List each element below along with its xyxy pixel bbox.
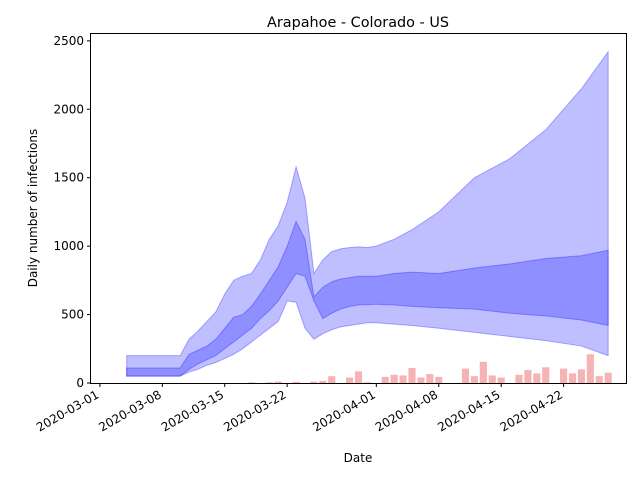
bar	[488, 375, 496, 383]
bar	[346, 377, 354, 383]
bar	[354, 371, 363, 383]
bar	[560, 368, 568, 383]
bar	[577, 369, 585, 383]
y-axis-title: Daily number of infections	[26, 129, 40, 288]
bar	[470, 376, 478, 383]
bar	[381, 376, 389, 383]
bar	[292, 381, 300, 383]
bar	[319, 380, 327, 383]
y-tick-label: 500	[61, 308, 84, 322]
bar	[363, 382, 371, 383]
bar	[479, 361, 487, 383]
bars-layer	[247, 354, 612, 383]
bar	[435, 376, 443, 383]
bar	[417, 377, 425, 383]
x-axis-title: Date	[344, 451, 373, 465]
bands-layer	[126, 50, 609, 377]
bar	[274, 381, 282, 383]
bar	[390, 374, 398, 383]
plot-frame	[90, 33, 627, 384]
y-axis: 0 500 1000 1500 2000 2500	[53, 34, 91, 390]
band-0	[126, 50, 609, 377]
bar	[461, 368, 470, 383]
y-tick-label: 2000	[53, 102, 84, 116]
y-tick-label: 0	[76, 376, 84, 390]
bar	[247, 382, 256, 383]
bar	[533, 373, 541, 383]
bar	[595, 376, 603, 383]
bar	[515, 374, 523, 383]
bar	[524, 370, 532, 383]
bar	[568, 373, 577, 383]
bar	[408, 367, 416, 383]
y-tick-label: 2500	[53, 34, 84, 48]
bar	[399, 375, 407, 383]
bar	[497, 377, 505, 383]
chart-title: Arapahoe - Colorado - US	[267, 15, 449, 31]
bar	[310, 381, 318, 383]
y-tick-label: 1000	[53, 239, 84, 253]
y-tick-label: 1500	[53, 171, 84, 185]
bar	[604, 372, 612, 383]
bar	[265, 382, 273, 383]
bar	[426, 374, 434, 383]
band-1	[126, 220, 609, 377]
bar	[542, 367, 550, 383]
bar	[586, 354, 594, 383]
bar	[328, 376, 336, 383]
